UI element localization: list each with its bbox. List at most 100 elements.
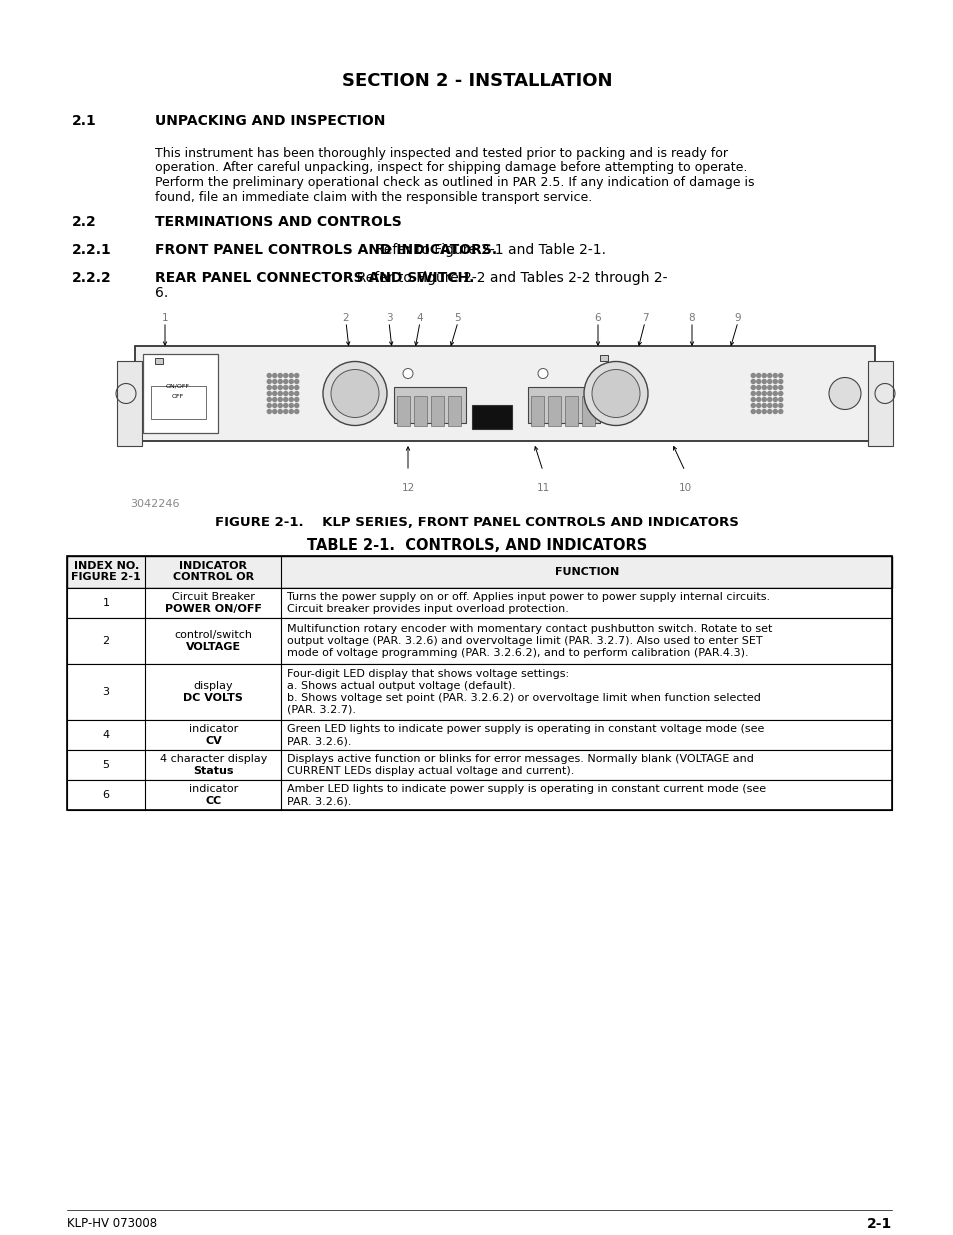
Text: 6.: 6.: [154, 287, 168, 300]
Text: Circuit breaker provides input overload protection.: Circuit breaker provides input overload …: [287, 604, 569, 614]
Circle shape: [767, 373, 771, 378]
Text: CC: CC: [205, 797, 221, 806]
Circle shape: [767, 404, 771, 408]
Text: 2.1: 2.1: [71, 114, 96, 128]
Text: (PAR. 3.2.7).: (PAR. 3.2.7).: [287, 705, 356, 715]
Text: PAR. 3.2.6).: PAR. 3.2.6).: [287, 797, 352, 806]
Circle shape: [273, 410, 276, 414]
Circle shape: [773, 410, 777, 414]
Text: Green LED lights to indicate power supply is operating in constant voltage mode : Green LED lights to indicate power suppl…: [287, 724, 764, 734]
Text: INDICATOR: INDICATOR: [179, 561, 247, 571]
Circle shape: [283, 373, 288, 378]
Circle shape: [773, 379, 777, 384]
Text: OFF: OFF: [172, 394, 184, 399]
Circle shape: [592, 369, 639, 417]
Text: TERMINATIONS AND CONTROLS: TERMINATIONS AND CONTROLS: [154, 215, 401, 228]
Bar: [67, 781, 891, 810]
Circle shape: [750, 379, 755, 384]
Circle shape: [750, 391, 755, 395]
Circle shape: [778, 373, 781, 378]
Circle shape: [283, 398, 288, 401]
Circle shape: [761, 391, 765, 395]
Bar: [564, 396, 578, 426]
Circle shape: [289, 391, 293, 395]
Circle shape: [283, 404, 288, 408]
Circle shape: [278, 404, 282, 408]
Circle shape: [267, 404, 271, 408]
Circle shape: [294, 398, 298, 401]
Circle shape: [778, 385, 781, 389]
Text: POWER ON/OFF: POWER ON/OFF: [165, 604, 262, 614]
Circle shape: [402, 368, 413, 378]
Bar: [527, 387, 599, 424]
Circle shape: [750, 398, 755, 401]
Text: 12: 12: [401, 483, 415, 493]
Text: output voltage (PAR. 3.2.6) and overvoltage limit (PAR. 3.2.7). Also used to ent: output voltage (PAR. 3.2.6) and overvolt…: [287, 636, 762, 646]
Bar: [396, 396, 410, 426]
Circle shape: [773, 398, 777, 401]
Text: 1: 1: [103, 598, 110, 608]
Text: Refer to Figure 2-1 and Table 2-1.: Refer to Figure 2-1 and Table 2-1.: [365, 243, 605, 257]
Circle shape: [278, 379, 282, 384]
Text: This instrument has been thoroughly inspected and tested prior to packing and is: This instrument has been thoroughly insp…: [154, 147, 727, 161]
Text: indicator: indicator: [189, 724, 238, 734]
Circle shape: [294, 410, 298, 414]
Text: 3: 3: [385, 312, 392, 324]
Text: Amber LED lights to indicate power supply is operating in constant current mode : Amber LED lights to indicate power suppl…: [287, 784, 766, 794]
Bar: [67, 720, 891, 750]
Circle shape: [273, 404, 276, 408]
Circle shape: [273, 379, 276, 384]
Text: PAR. 3.2.6).: PAR. 3.2.6).: [287, 736, 352, 746]
Text: mode of voltage programming (PAR. 3.2.6.2), and to perform calibration (PAR.4.3): mode of voltage programming (PAR. 3.2.6.…: [287, 648, 748, 658]
Bar: [67, 588, 891, 618]
Text: 7: 7: [641, 312, 648, 324]
Text: ON/OFF: ON/OFF: [166, 383, 190, 388]
Text: SECTION 2 - INSTALLATION: SECTION 2 - INSTALLATION: [341, 72, 612, 90]
Text: display: display: [193, 680, 233, 692]
Bar: [67, 618, 891, 664]
Circle shape: [756, 373, 760, 378]
Circle shape: [750, 385, 755, 389]
Bar: [414, 396, 427, 426]
Circle shape: [278, 385, 282, 389]
Text: UNPACKING AND INSPECTION: UNPACKING AND INSPECTION: [154, 114, 385, 128]
Text: 9: 9: [734, 312, 740, 324]
Circle shape: [267, 410, 271, 414]
Bar: [135, 346, 874, 441]
Bar: [394, 387, 465, 424]
Circle shape: [294, 379, 298, 384]
Circle shape: [283, 385, 288, 389]
Circle shape: [289, 410, 293, 414]
Text: 5: 5: [103, 760, 110, 769]
Circle shape: [273, 398, 276, 401]
Circle shape: [267, 379, 271, 384]
Bar: [67, 664, 891, 720]
Text: 4 character display: 4 character display: [159, 755, 267, 764]
Circle shape: [323, 362, 387, 426]
Text: FIGURE 2-1.    KLP SERIES, FRONT PANEL CONTROLS AND INDICATORS: FIGURE 2-1. KLP SERIES, FRONT PANEL CONT…: [214, 516, 739, 529]
Circle shape: [283, 391, 288, 395]
Text: 2.2.2: 2.2.2: [71, 270, 112, 285]
Circle shape: [767, 410, 771, 414]
Circle shape: [267, 373, 271, 378]
Circle shape: [778, 410, 781, 414]
Circle shape: [278, 398, 282, 401]
Circle shape: [767, 379, 771, 384]
Circle shape: [761, 404, 765, 408]
Text: FUNCTION: FUNCTION: [554, 567, 618, 577]
Circle shape: [289, 398, 293, 401]
Circle shape: [756, 379, 760, 384]
Circle shape: [278, 391, 282, 395]
Circle shape: [273, 385, 276, 389]
Text: 3042246: 3042246: [130, 499, 179, 509]
Text: Circuit Breaker: Circuit Breaker: [172, 592, 254, 601]
Circle shape: [273, 391, 276, 395]
Text: indicator: indicator: [189, 784, 238, 794]
Text: 4: 4: [416, 312, 423, 324]
Bar: [151, 387, 206, 419]
Text: CURRENT LEDs display actual voltage and current).: CURRENT LEDs display actual voltage and …: [287, 766, 575, 776]
Text: control/switch: control/switch: [174, 630, 253, 640]
Circle shape: [750, 410, 755, 414]
Text: 2: 2: [342, 312, 349, 324]
Circle shape: [294, 373, 298, 378]
